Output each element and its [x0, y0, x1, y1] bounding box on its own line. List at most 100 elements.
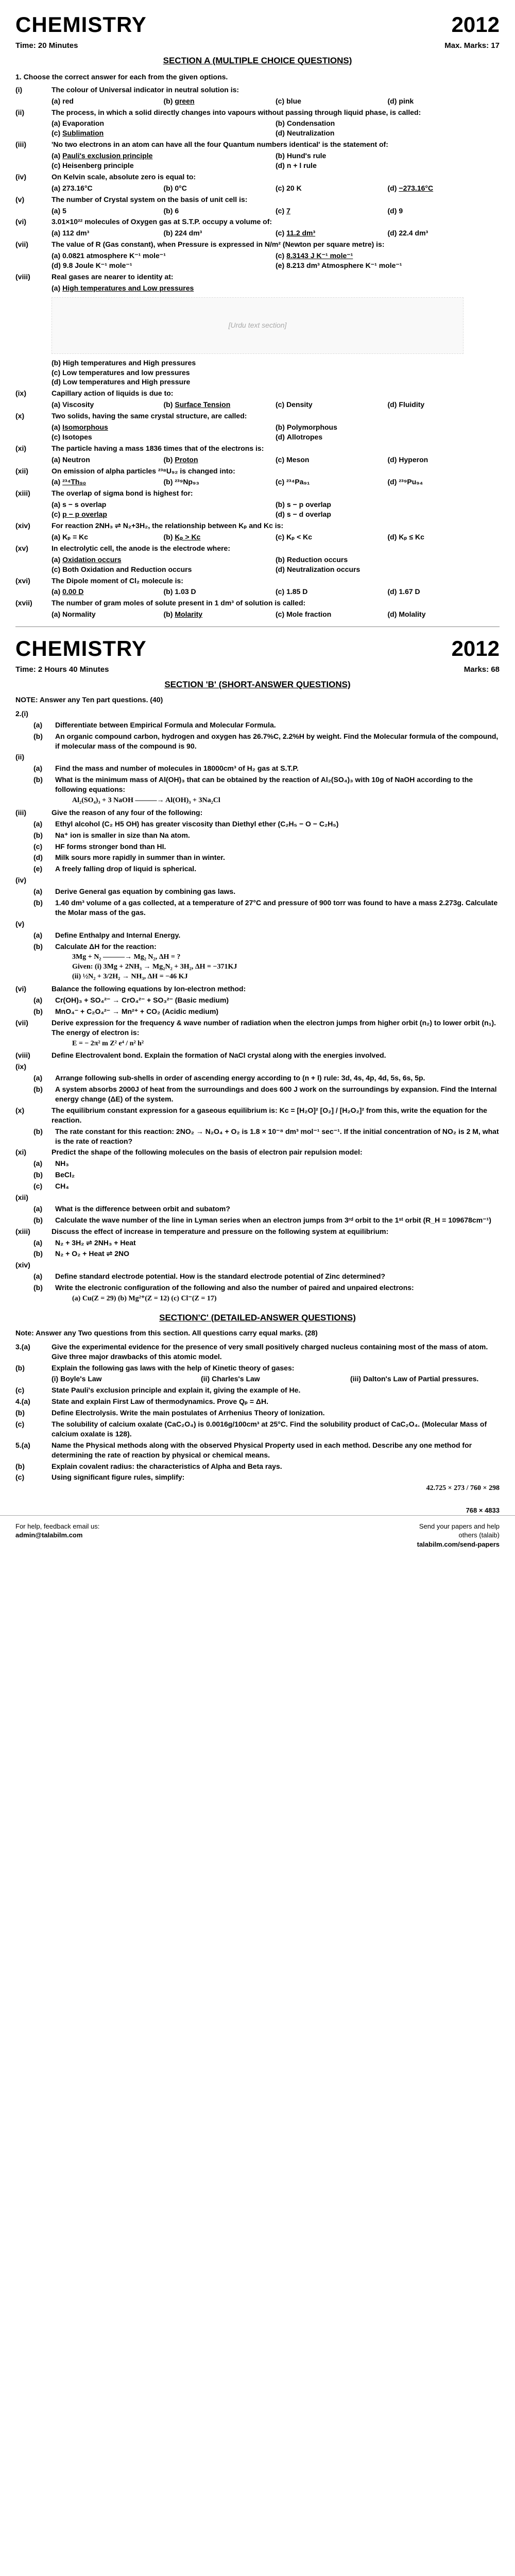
equation: 3Mg + N₂ ———→ Mg₂ N₂, ΔH = ? Given: (i) … [72, 953, 500, 982]
opt-text: Kₚ < Kc [286, 533, 312, 541]
mcq-number: (i) [15, 85, 52, 95]
opt-text: 9.8 Joule K⁻¹ mole⁻¹ [63, 261, 132, 269]
sub-label: (b) [33, 1084, 55, 1104]
opt-label: (a) [52, 184, 60, 192]
sub-label: (b) [33, 1283, 55, 1293]
note-c: Note: Answer any Two questions from this… [15, 1328, 500, 1338]
opt-text: n + l rule [287, 161, 317, 170]
opt-text: Evaporation [62, 119, 104, 127]
opt-label: (c) [276, 587, 284, 596]
opt-text: Heisenberg principle [62, 161, 133, 170]
opt-label: (c) [276, 455, 284, 464]
marks-label: Max. Marks: 17 [444, 41, 500, 51]
q-number: (vi) [15, 984, 52, 994]
q-number: 3.(a) [15, 1342, 52, 1362]
opt-label: (c) [276, 229, 284, 237]
sub-label: (c) [33, 1181, 55, 1191]
opt-text: Hund's rule [287, 151, 326, 160]
q-number: (x) [15, 1106, 52, 1125]
sub-text: HF forms stronger bond than HI. [55, 842, 500, 852]
opt-label: (b) [276, 555, 285, 564]
opt-label: (d) [388, 207, 397, 215]
opt-text: −273.16°C [399, 184, 433, 192]
sub-label: (a) [33, 1272, 55, 1281]
mcq-text: 'No two electrons in an atom can have al… [52, 140, 500, 149]
opt-label: (b) [164, 400, 173, 409]
opt-label: (a) [52, 251, 60, 260]
sub-text: MnO₄⁻ + C₂O₄²⁻ → Mn²⁺ + CO₂ (Acidic medi… [55, 1007, 500, 1016]
section-b-header: SECTION 'B' (SHORT-ANSWER QUESTIONS) [15, 679, 500, 691]
final-equation: 42.725 × 273 / 760 × 298 [15, 1484, 500, 1494]
opt-label: (a) [52, 229, 60, 237]
opt-text: Pauli's exclusion principle [62, 151, 152, 160]
opt-text: Reduction occurs [287, 555, 348, 564]
opt-label: (d) [276, 129, 285, 137]
sub-label: (b) [33, 1215, 55, 1225]
opt-label: (a) [52, 587, 60, 596]
sub-text: Ethyl alcohol (C₂ H5 OH) has greater vis… [55, 819, 500, 829]
opt-label: (d) [388, 455, 397, 464]
q-text: Explain the following gas laws with the … [52, 1363, 500, 1373]
sub-label: (b) [33, 732, 55, 751]
sub-text: Define Enthalpy and Internal Energy. [55, 930, 500, 940]
sub-label: (iii) [350, 1375, 361, 1383]
sub-text: Find the mass and number of molecules in… [55, 764, 500, 773]
mcq-text: The particle having a mass 1836 times th… [52, 444, 500, 453]
q-text: State Pauli's exclusion principle and ex… [52, 1385, 500, 1395]
opt-label: (e) [276, 261, 284, 269]
sub-text: BeCl₂ [55, 1170, 500, 1180]
q-number: (c) [15, 1419, 52, 1439]
q-number: (xii) [15, 1193, 52, 1202]
opt-label: (a) [52, 533, 60, 541]
mcq-number: (vii) [15, 240, 52, 249]
opt-text: 0.00 D [62, 587, 83, 596]
q-text: The solubility of calcium oxalate (CaC₂O… [52, 1419, 500, 1439]
opt-text: p − p overlap [62, 510, 107, 518]
opt-label: (c) [52, 368, 60, 377]
opt-label: (c) [52, 510, 60, 518]
sub-text: The rate constant for this reaction: 2NO… [55, 1127, 500, 1146]
opt-label: (a) [52, 284, 60, 292]
opt-label: (b) [164, 229, 173, 237]
opt-text: ²³⁴Pa₉₁ [286, 478, 310, 486]
sub-text: A freely falling drop of liquid is spher… [55, 864, 500, 874]
opt-text: High temperatures and Low pressures [62, 284, 194, 292]
sub-label: (i) [52, 1375, 58, 1383]
mcq-number: (xvi) [15, 576, 52, 586]
sub-label: (b) [33, 831, 55, 840]
mcq-text: The number of Crystal system on the basi… [52, 195, 500, 205]
opt-text: Neutron [62, 455, 90, 464]
opt-label: (a) [52, 97, 60, 105]
opt-text: ²³⁴Th₉₀ [62, 478, 86, 486]
opt-text: s − d overlap [287, 510, 331, 518]
opt-label: (d) [276, 565, 285, 573]
footer-link: talabilm.com/send-papers [258, 1540, 500, 1549]
sub-text: Na⁺ ion is smaller in size than Na atom. [55, 831, 500, 840]
mcq-text: On emission of alpha particles ²³⁸U₉₂ is… [52, 466, 500, 476]
section-a-header: SECTION A (MULTIPLE CHOICE QUESTIONS) [15, 55, 500, 67]
mcq-number: (xiii) [15, 488, 52, 498]
subject-title-2: CHEMISTRY [15, 634, 147, 664]
opt-text: pink [399, 97, 414, 105]
sub-text: What is the difference between orbit and… [55, 1204, 500, 1214]
sub-text: CH₄ [55, 1181, 500, 1191]
opt-text: Meson [286, 455, 309, 464]
opt-label: (c) [276, 478, 284, 486]
time-label-2: Time: 2 Hours 40 Minutes [15, 665, 109, 675]
mcq-text: The number of gram moles of solute prese… [52, 598, 500, 608]
opt-label: (a) [52, 478, 60, 486]
opt-text: Kₚ ≤ Kc [399, 533, 424, 541]
opt-text: 0.0821 atmosphere K⁻¹ mole⁻¹ [62, 251, 166, 260]
opt-text: Neutralization [287, 129, 335, 137]
q-number: (xiv) [15, 1260, 52, 1270]
opt-label: (c) [276, 184, 284, 192]
opt-text: 112 dm³ [62, 229, 89, 237]
mcq-number: (xv) [15, 544, 52, 553]
q-text: Derive expression for the frequency & wa… [52, 1018, 500, 1038]
mcq-text: Capillary action of liquids is due to: [52, 388, 500, 398]
mcq-text: On Kelvin scale, absolute zero is equal … [52, 172, 500, 182]
opt-text: Mole fraction [286, 610, 331, 618]
sub-text: Calculate the wave number of the line in… [55, 1215, 500, 1225]
opt-label: (c) [52, 129, 60, 137]
footer-send-sub: others (talaib) [258, 1531, 500, 1540]
